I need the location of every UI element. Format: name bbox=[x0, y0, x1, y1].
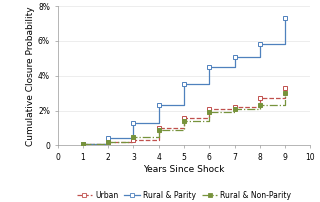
Y-axis label: Cumulative Closure Probability: Cumulative Closure Probability bbox=[26, 6, 35, 146]
Legend: Urban, Rural & Parity, Rural & Non-Parity: Urban, Rural & Parity, Rural & Non-Parit… bbox=[77, 191, 291, 200]
X-axis label: Years Since Shock: Years Since Shock bbox=[143, 165, 225, 174]
